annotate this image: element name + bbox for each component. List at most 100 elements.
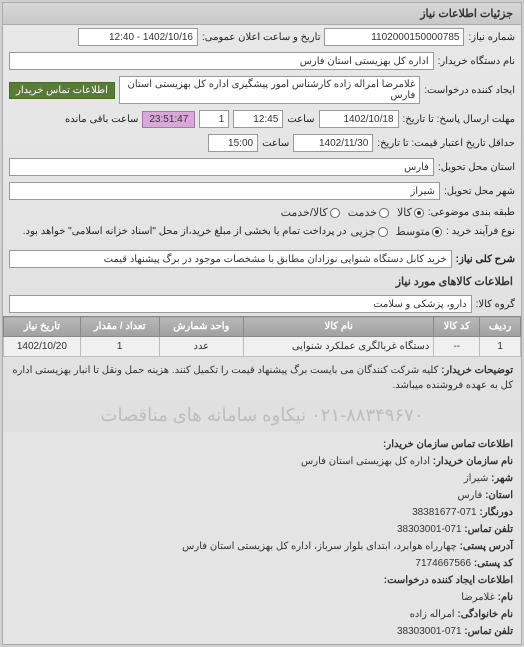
city-field: شیراز bbox=[9, 182, 440, 200]
valid-time-field: 15:00 bbox=[208, 134, 258, 152]
row-valid-deadline: حداقل تاریخ اعتبار قیمت: تا تاریخ: 1402/… bbox=[3, 131, 521, 155]
radio-dot-icon bbox=[432, 227, 442, 237]
radio-medium-label: متوسط bbox=[396, 225, 431, 238]
td-qty: 1 bbox=[80, 337, 159, 357]
reply-time-field: 12:45 bbox=[233, 110, 283, 128]
creator-name-label: نام: bbox=[498, 592, 513, 603]
row-group: گروه کالا: دارو، پزشکی و سلامت bbox=[3, 292, 521, 316]
radio-medium[interactable]: متوسط bbox=[396, 225, 443, 238]
notes-label: توضیحات خریدار: bbox=[441, 365, 513, 376]
creator-surname-label: نام خانوادگی: bbox=[457, 609, 513, 620]
creator-label: ایجاد کننده درخواست: bbox=[424, 85, 515, 96]
radio-dot-icon bbox=[414, 208, 424, 218]
contact-block: اطلاعات تماس سازمان خریدار: نام سازمان خ… bbox=[3, 432, 521, 644]
th-unit: واحد شمارش bbox=[159, 317, 244, 337]
reply-label: مهلت ارسال پاسخ: تا تاریخ: bbox=[403, 114, 515, 125]
req-number-field: 1102000150000785 bbox=[324, 28, 464, 46]
td-unit: عدد bbox=[159, 337, 244, 357]
th-name: نام کالا bbox=[244, 317, 434, 337]
creator-contact-title: اطلاعات ایجاد کننده درخواست: bbox=[384, 575, 513, 586]
radio-dot-icon bbox=[330, 208, 340, 218]
contact-fax-label: دورنگار: bbox=[479, 507, 513, 518]
contact-city-label: شهر: bbox=[491, 473, 513, 484]
contact-city: شیراز bbox=[464, 473, 489, 484]
radio-kala-label: کالا bbox=[397, 206, 412, 219]
contact-title: اطلاعات تماس سازمان خریدار: bbox=[383, 439, 513, 450]
city-label: شهر محل تحویل: bbox=[444, 186, 515, 197]
purchase-type-radios: متوسط جزیی bbox=[350, 225, 442, 238]
contact-phone-label: تلفن تماس: bbox=[464, 524, 513, 535]
td-code: -- bbox=[434, 337, 480, 357]
classification-label: طبقه بندی موضوعی: bbox=[428, 207, 515, 218]
radio-dot-icon bbox=[379, 208, 389, 218]
days-field: 1 bbox=[199, 110, 229, 128]
radio-dot-icon bbox=[378, 227, 388, 237]
creator-surname: امراله زاده bbox=[410, 609, 455, 620]
buyer-notes: توضیحات خریدار: کلیه شرکت کنندگان می بای… bbox=[3, 357, 521, 399]
radio-khedmat[interactable]: خدمت bbox=[348, 206, 389, 219]
group-label: گروه کالا: bbox=[476, 299, 515, 310]
contact-address-label: آدرس پستی: bbox=[460, 541, 513, 552]
province-label: استان محل تحویل: bbox=[438, 162, 515, 173]
classification-radios: کالا خدمت کالا/خدمت bbox=[281, 206, 424, 219]
province-field: فارس bbox=[9, 158, 434, 176]
valid-date-field: 1402/11/30 bbox=[293, 134, 373, 152]
reply-date-field: 1402/10/18 bbox=[319, 110, 399, 128]
description-label: شرح کلی نیاز: bbox=[456, 254, 515, 265]
contact-fax: 071-38381677 bbox=[412, 507, 477, 518]
td-name: دستگاه غربالگری عملکرد شنوایی bbox=[244, 337, 434, 357]
goods-table: ردیف کد کالا نام کالا واحد شمارش تعداد /… bbox=[3, 316, 521, 357]
radio-khedmat-label: خدمت bbox=[348, 206, 377, 219]
table-header-row: ردیف کد کالا نام کالا واحد شمارش تعداد /… bbox=[4, 317, 521, 337]
radio-both-label: کالا/خدمت bbox=[281, 206, 328, 219]
req-number-label: شماره نیاز: bbox=[468, 32, 515, 43]
announce-label: تاریخ و ساعت اعلان عمومی: bbox=[202, 32, 321, 43]
purchase-note: در پرداخت تمام یا بخشی از مبلغ خرید،از م… bbox=[9, 226, 346, 237]
row-purchase-type: نوع فرآیند خرید : متوسط جزیی در پرداخت ت… bbox=[3, 222, 521, 241]
th-qty: تعداد / مقدار bbox=[80, 317, 159, 337]
th-row: ردیف bbox=[480, 317, 521, 337]
time-label-1: ساعت bbox=[287, 114, 314, 125]
contact-phone: 071-38303001 bbox=[397, 524, 462, 535]
panel-title: جزئیات اطلاعات نیاز bbox=[3, 3, 521, 25]
goods-section-title: اطلاعات کالاهای مورد نیاز bbox=[3, 271, 521, 292]
table-row: 1 -- دستگاه غربالگری عملکرد شنوایی عدد 1… bbox=[4, 337, 521, 357]
countdown-field: 23:51:47 bbox=[142, 111, 195, 128]
contact-province: فارس bbox=[457, 490, 482, 501]
notes-text: کلیه شرکت کنندگان می بایست برگ پیشنهاد ق… bbox=[12, 365, 513, 391]
watermark-text: ۰۲۱-۸۸۳۴۹۶۷۰ نیکاوه سامانه های مناقصات bbox=[3, 399, 521, 432]
row-creator: ایجاد کننده درخواست: غلامرضا امراله زاده… bbox=[3, 73, 521, 107]
td-date: 1402/10/20 bbox=[4, 337, 81, 357]
row-req-number: شماره نیاز: 1102000150000785 تاریخ و ساع… bbox=[3, 25, 521, 49]
creator-name: غلامرضا bbox=[461, 592, 495, 603]
creator-field: غلامرضا امراله زاده کارشناس امور پیشگیری… bbox=[119, 76, 420, 104]
contact-province-label: استان: bbox=[485, 490, 513, 501]
remaining-label: ساعت باقی مانده bbox=[65, 114, 138, 125]
row-city: شهر محل تحویل: شیراز bbox=[3, 179, 521, 203]
contact-address: چهارراه هوابرد، ابتدای بلوار سرباز، ادار… bbox=[182, 541, 457, 552]
details-panel: جزئیات اطلاعات نیاز شماره نیاز: 11020001… bbox=[2, 2, 522, 645]
creator-phone: 071-38303001 bbox=[397, 626, 462, 637]
contact-org-label: نام سازمان خریدار: bbox=[433, 456, 513, 467]
radio-minor-label: جزیی bbox=[350, 225, 375, 238]
contact-postal-label: کد پستی: bbox=[474, 558, 513, 569]
radio-both[interactable]: کالا/خدمت bbox=[281, 206, 340, 219]
row-province: استان محل تحویل: فارس bbox=[3, 155, 521, 179]
row-description: شرح کلی نیاز: خرید کابل دستگاه شنوایی نو… bbox=[3, 247, 521, 271]
contact-postal: 7174667566 bbox=[415, 558, 471, 569]
row-classification: طبقه بندی موضوعی: کالا خدمت کالا/خدمت bbox=[3, 203, 521, 222]
org-field: اداره کل بهزیستی استان فارس bbox=[9, 52, 434, 70]
creator-phone-label: تلفن تماس: bbox=[464, 626, 513, 637]
valid-label: حداقل تاریخ اعتبار قیمت: تا تاریخ: bbox=[377, 138, 515, 149]
th-date: تاریخ نیاز bbox=[4, 317, 81, 337]
time-label-2: ساعت bbox=[262, 138, 289, 149]
radio-kala[interactable]: کالا bbox=[397, 206, 424, 219]
contact-buyer-button[interactable]: اطلاعات تماس خریدار bbox=[9, 82, 115, 99]
group-field: دارو، پزشکی و سلامت bbox=[9, 295, 472, 313]
description-field: خرید کابل دستگاه شنوایی نوزادان مطابق با… bbox=[9, 250, 452, 268]
radio-minor[interactable]: جزیی bbox=[350, 225, 387, 238]
announce-field: 1402/10/16 - 12:40 bbox=[78, 28, 198, 46]
contact-org: اداره کل بهزیستی استان فارس bbox=[301, 456, 430, 467]
td-row: 1 bbox=[480, 337, 521, 357]
row-org: نام دستگاه خریدار: اداره کل بهزیستی استا… bbox=[3, 49, 521, 73]
